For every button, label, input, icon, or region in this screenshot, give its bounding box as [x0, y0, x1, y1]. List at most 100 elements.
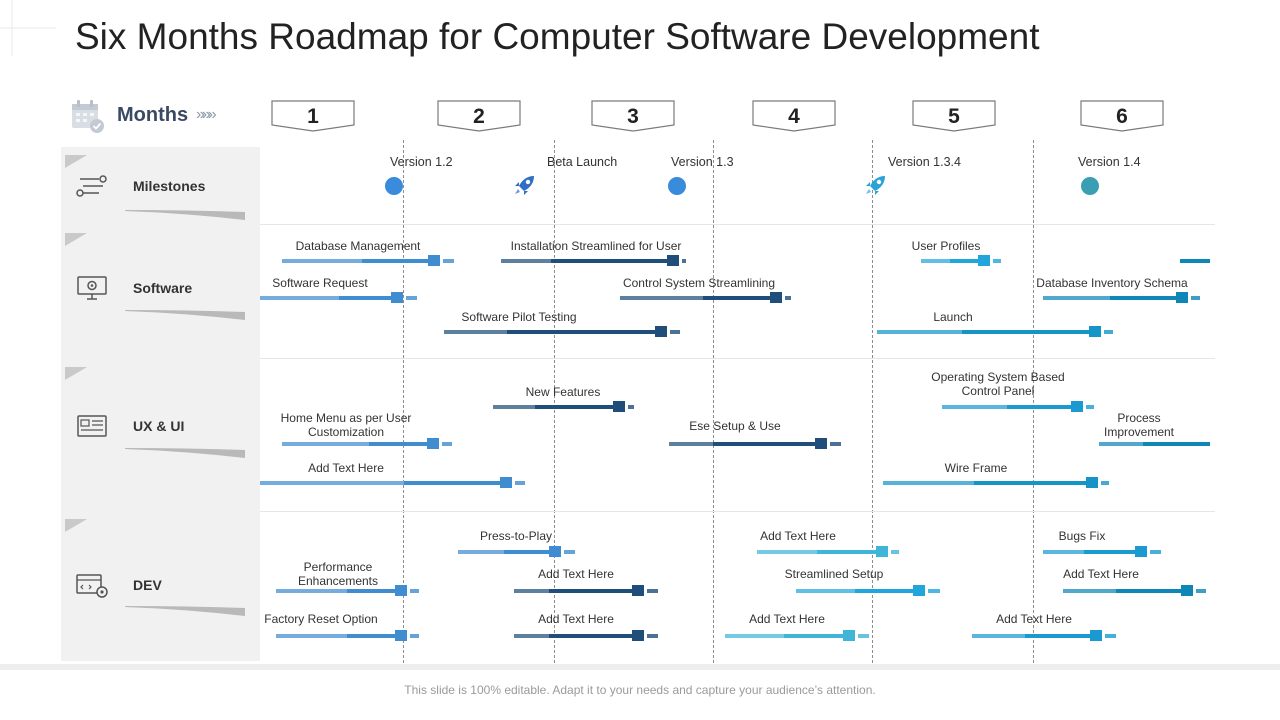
task-label: Add Text Here — [538, 612, 614, 626]
task-marker — [667, 255, 679, 266]
month-tab-shape — [1080, 100, 1164, 132]
task-bar-body — [784, 634, 843, 638]
task-label: Launch — [933, 310, 973, 324]
milestone-dot — [1081, 177, 1099, 195]
milestone-dot — [668, 177, 686, 195]
task-label: Database Management — [295, 239, 421, 253]
task-bar-lead — [725, 634, 784, 638]
task-bar-body — [1116, 589, 1181, 593]
month-tab-shape — [752, 100, 836, 132]
task-bar — [877, 326, 1113, 337]
corner-tab — [65, 367, 87, 380]
interface-icon — [77, 415, 107, 437]
footer-note: This slide is 100% editable. Adapt it to… — [404, 683, 876, 697]
task-bar-body — [855, 589, 913, 593]
task-bar-body — [507, 330, 655, 334]
month-number: 6 — [1116, 105, 1128, 128]
task-marker — [1071, 401, 1083, 412]
task-bar-lead — [260, 481, 404, 485]
task-label: Press-to-Play — [479, 529, 553, 543]
milestone-label: Beta Launch — [547, 155, 618, 169]
task-label: Process Improvement — [1103, 411, 1175, 439]
corner-tab — [65, 155, 87, 168]
task-label: Streamlined Setup — [784, 567, 884, 581]
task-bar-body — [1025, 634, 1090, 638]
task-label: Software Pilot Testing — [461, 310, 577, 324]
month-tab-shape — [591, 100, 675, 132]
task-bar — [725, 630, 869, 641]
milestone-label: Version 1.3 — [671, 155, 734, 169]
task-bar-body — [1084, 550, 1135, 554]
task-marker — [655, 326, 667, 337]
task-bar-lead — [942, 405, 1007, 409]
corner-tab — [65, 233, 87, 246]
month-header: 4 — [752, 100, 836, 132]
month-divider — [872, 140, 873, 668]
curve-divider — [125, 210, 245, 220]
chevrons-icon: »»» — [196, 106, 217, 123]
task-tail — [993, 259, 1001, 263]
category-row: Milestones — [61, 147, 260, 225]
task-tail — [891, 550, 899, 554]
task-bar — [458, 546, 575, 557]
task-bar-lead — [757, 550, 817, 554]
task-tail — [1191, 296, 1200, 300]
month-divider — [713, 140, 714, 668]
category-label: Milestones — [133, 178, 206, 194]
task-tail — [443, 259, 454, 263]
monitor-gear-icon — [77, 276, 107, 300]
task-bar — [514, 585, 658, 596]
task-bar-body — [1143, 442, 1210, 446]
task-marker — [427, 438, 439, 449]
task-marker — [770, 292, 782, 303]
month-tab-shape — [912, 100, 996, 132]
task-tail — [928, 589, 940, 593]
task-label: Add Text Here — [538, 567, 614, 581]
task-bar-lead — [1099, 442, 1143, 446]
task-marker — [613, 401, 625, 412]
task-bar-lead — [493, 405, 535, 409]
row-divider — [260, 358, 1215, 359]
task-label: Add Text Here — [1063, 567, 1139, 581]
task-marker — [1090, 630, 1102, 641]
task-marker — [428, 255, 440, 266]
task-tail — [858, 634, 869, 638]
task-marker — [815, 438, 827, 449]
task-bar-lead — [501, 259, 551, 263]
calendar-check-icon — [72, 100, 104, 133]
corner-tab — [65, 519, 87, 532]
category-label: Software — [133, 280, 193, 296]
task-bar-lead — [796, 589, 855, 593]
task-marker — [1135, 546, 1147, 557]
task-label: Home Menu as per User Customization — [280, 411, 412, 439]
task-label: Factory Reset Option — [264, 612, 378, 626]
row-divider — [260, 224, 1215, 225]
task-marker — [876, 546, 888, 557]
task-tail — [647, 634, 658, 638]
task-label: New Features — [525, 385, 601, 399]
task-bar — [669, 438, 841, 449]
task-label: Ese Setup & Use — [689, 419, 781, 433]
task-bar-body — [1110, 296, 1176, 300]
task-marker — [395, 585, 407, 596]
task-bar — [942, 401, 1094, 412]
task-bar-lead — [877, 330, 962, 334]
task-label: Add Text Here — [749, 612, 825, 626]
task-label: Add Text Here — [308, 461, 384, 475]
task-bar-body — [950, 259, 978, 263]
milestone-label: Version 1.3.4 — [888, 155, 961, 169]
task-bar — [796, 585, 940, 596]
task-bar-body — [974, 481, 1086, 485]
code-settings-icon — [76, 574, 108, 598]
task-bar-lead — [276, 634, 347, 638]
task-label: Add Text Here — [996, 612, 1072, 626]
task-bar — [1099, 442, 1210, 446]
task-tail — [1086, 405, 1094, 409]
task-bar-body — [817, 550, 876, 554]
route-icon — [76, 175, 107, 197]
task-bar-body — [535, 405, 613, 409]
task-tail — [1104, 330, 1113, 334]
task-bar-lead — [620, 296, 703, 300]
task-bar-lead — [276, 589, 347, 593]
month-number: 1 — [307, 105, 319, 128]
